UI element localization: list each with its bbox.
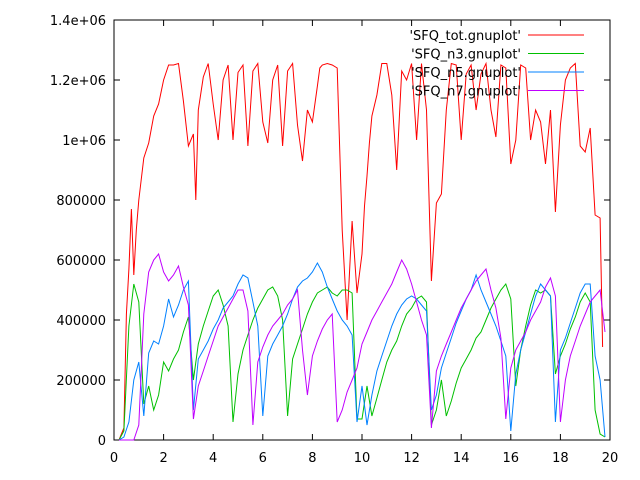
series-lines bbox=[118, 61, 606, 441]
y-tick-label: 1e+06 bbox=[62, 134, 106, 149]
x-tick-label: 6 bbox=[259, 451, 267, 466]
plot-frame bbox=[113, 19, 611, 441]
y-tick-label: 1.2e+06 bbox=[50, 74, 106, 89]
x-tick-label: 16 bbox=[503, 451, 520, 466]
x-tick-label: 4 bbox=[209, 451, 217, 466]
x-tick-label: 2 bbox=[159, 451, 167, 466]
legend-label: 'SFQ_n5.gnuplot' bbox=[411, 66, 521, 81]
y-tick-label: 200000 bbox=[56, 374, 106, 389]
x-tick-label: 18 bbox=[552, 451, 569, 466]
plot-border bbox=[113, 19, 611, 441]
x-tick-label: 14 bbox=[453, 451, 470, 466]
series-line-1 bbox=[118, 61, 604, 441]
legend: 'SFQ_tot.gnuplot' 'SFQ_n3.gnuplot' 'SFQ_n5… bbox=[409, 29, 584, 100]
x-tick-label: 0 bbox=[110, 451, 118, 466]
y-axis: 0 200000 400000 600000 800000 1e+06 1.2e+06 1.4… bbox=[50, 14, 610, 449]
series-line-4 bbox=[119, 252, 606, 441]
y-tick-label: 800000 bbox=[56, 194, 106, 209]
x-tick-label: 20 bbox=[602, 451, 619, 466]
legend-label: 'SFQ_n3.gnuplot' bbox=[411, 48, 521, 63]
x-axis: 0 2 4 6 8 10 12 14 16 18 20 bbox=[110, 20, 618, 466]
y-tick-label: 1.4e+06 bbox=[50, 14, 106, 29]
x-tick-label: 8 bbox=[308, 451, 316, 466]
y-tick-label: 600000 bbox=[56, 254, 106, 269]
y-tick-label: 0 bbox=[98, 434, 106, 449]
x-tick-label: 10 bbox=[354, 451, 371, 466]
series-line-3 bbox=[118, 261, 606, 441]
legend-label: 'SFQ_n7.gnuplot' bbox=[411, 85, 521, 100]
x-tick-label: 12 bbox=[403, 451, 420, 466]
legend-label: 'SFQ_tot.gnuplot' bbox=[409, 29, 521, 44]
y-tick-label: 400000 bbox=[56, 314, 106, 329]
